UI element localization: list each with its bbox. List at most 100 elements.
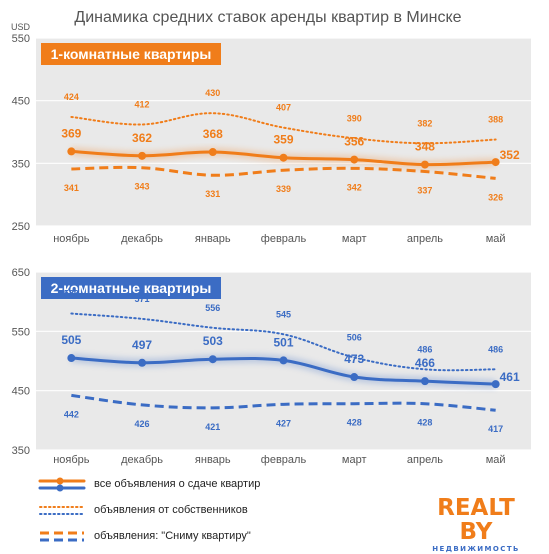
data-label: 545 — [276, 309, 291, 319]
data-label: 580 — [64, 289, 79, 299]
data-label: 466 — [415, 356, 435, 370]
y-tick-label: 450 — [12, 96, 30, 108]
series-line-wanted — [71, 393, 496, 412]
panel-title-badge — [41, 277, 221, 299]
data-label: 382 — [417, 118, 432, 128]
data-point — [67, 147, 76, 156]
y-tick-label: 550 — [12, 326, 30, 338]
y-tick-label: 650 — [12, 267, 30, 279]
y-tick-label: 350 — [12, 445, 30, 457]
data-label: 369 — [61, 126, 81, 140]
legend-label-wanted: объявления: "Сниму квартиру" — [94, 530, 251, 542]
x-tick-label: декабрь — [121, 233, 163, 245]
y-tick-label: 550 — [12, 33, 30, 45]
data-label: 428 — [417, 418, 432, 428]
legend-label-all: все объявления о сдаче квартир — [94, 478, 261, 490]
data-label: 501 — [273, 335, 293, 349]
data-label: 503 — [203, 334, 223, 348]
logo-brand: REALT BY — [437, 495, 515, 545]
data-label: 331 — [205, 189, 220, 199]
data-label: 424 — [64, 92, 79, 102]
data-label: 486 — [417, 344, 432, 354]
data-label: 427 — [276, 418, 291, 428]
series-line-owners — [70, 312, 497, 372]
y-axis-label: USD — [11, 22, 31, 32]
data-label: 390 — [347, 113, 362, 123]
data-point — [279, 356, 288, 365]
data-label: 407 — [276, 103, 291, 113]
chart-panel-2: 350 450 550 650 ноябрь декабрь январь февраль ма… — [12, 267, 531, 466]
legend-swatch-dotted — [39, 506, 85, 515]
logo-tagline: НЕДВИЖИМОСТЬ — [432, 545, 520, 553]
data-point — [138, 358, 147, 367]
x-tick-label: май — [486, 454, 506, 466]
data-label: 356 — [344, 135, 364, 149]
chart-title: Динамика средних ставок аренды квартир в… — [74, 9, 461, 26]
data-label: 430 — [205, 88, 220, 98]
y-tick-label: 350 — [12, 158, 30, 170]
data-label: 497 — [132, 338, 152, 352]
plot-area — [36, 38, 531, 226]
x-tick-label: ноябрь — [53, 454, 90, 466]
x-tick-label: май — [486, 233, 506, 245]
data-label: 442 — [64, 409, 79, 419]
y-tick-label: 450 — [12, 386, 30, 398]
data-label: 343 — [135, 182, 150, 192]
data-point — [491, 380, 500, 389]
x-tick-label: февраль — [261, 233, 307, 245]
data-label: 341 — [64, 183, 79, 193]
data-label: 473 — [344, 352, 364, 366]
data-label: 342 — [347, 182, 362, 192]
series-line-wanted — [71, 165, 496, 180]
x-tick-label: январь — [195, 454, 231, 466]
panel-title: 1-комнатные квартиры — [51, 46, 212, 62]
data-label: 421 — [205, 422, 220, 432]
legend-swatch-dashed — [40, 531, 84, 542]
data-label: 359 — [273, 133, 293, 147]
data-label: 326 — [488, 192, 503, 202]
data-point — [420, 160, 429, 169]
data-label: 505 — [61, 333, 81, 347]
data-label: 348 — [415, 140, 435, 154]
x-tick-label: ноябрь — [53, 233, 90, 245]
x-tick-label: апрель — [407, 454, 443, 466]
data-label: 412 — [135, 99, 150, 109]
data-label: 486 — [488, 344, 503, 354]
data-label: 556 — [205, 303, 220, 313]
y-tick-label: 250 — [12, 221, 30, 233]
data-point — [208, 148, 217, 157]
data-label: 461 — [500, 370, 520, 384]
data-label: 337 — [417, 185, 432, 195]
data-label: 388 — [488, 115, 503, 125]
data-label: 571 — [135, 294, 150, 304]
data-label: 352 — [500, 148, 520, 162]
x-tick-label: январь — [195, 233, 231, 245]
data-label: 339 — [276, 184, 291, 194]
data-point — [138, 151, 147, 160]
data-point — [491, 158, 500, 167]
realt-logo: REALT BY НЕДВИЖИМОСТЬ — [426, 496, 526, 554]
x-tick-label: март — [342, 233, 367, 245]
data-point — [350, 373, 359, 382]
data-label: 368 — [203, 127, 223, 141]
data-label: 426 — [135, 419, 150, 429]
legend-label-owners: объявления от собственников — [94, 504, 248, 516]
panel-title: 2-комнатные квартиры — [51, 280, 212, 296]
x-tick-label: март — [342, 454, 367, 466]
data-label: 428 — [347, 418, 362, 428]
data-point — [208, 355, 217, 364]
data-point — [279, 153, 288, 162]
data-point — [350, 155, 359, 164]
data-point — [420, 377, 429, 386]
panel-title-badge — [41, 43, 221, 65]
data-label: 362 — [132, 131, 152, 145]
data-label: 506 — [347, 332, 362, 342]
series-line-owners — [70, 112, 497, 145]
data-label: 417 — [488, 424, 503, 434]
x-tick-label: апрель — [407, 233, 443, 245]
x-tick-label: февраль — [261, 454, 307, 466]
data-point — [67, 354, 76, 363]
legend-swatch-solid — [38, 477, 86, 492]
